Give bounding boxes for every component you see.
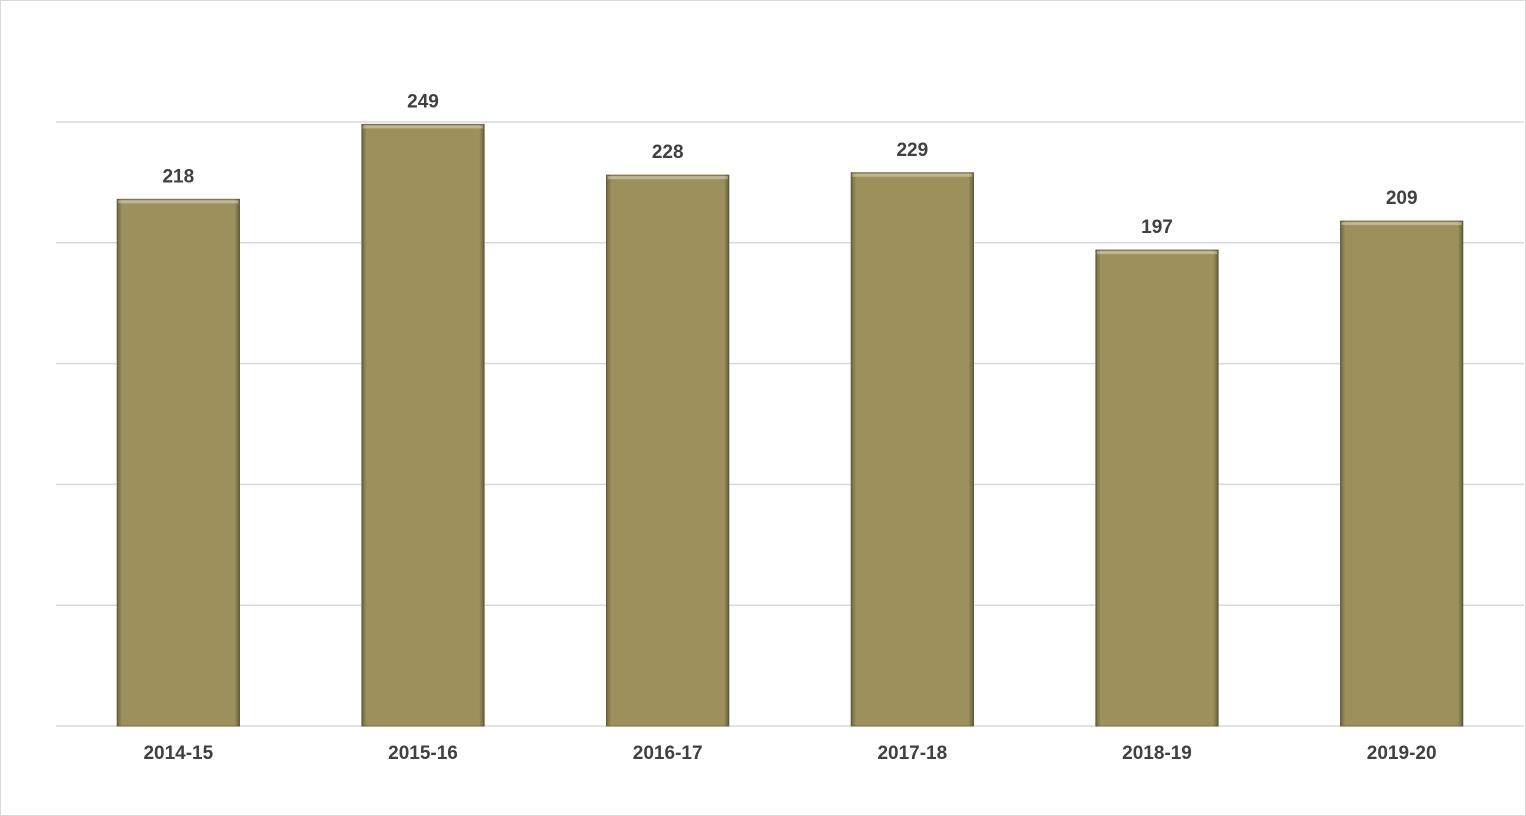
x-tick-label: 2016-17 (633, 743, 703, 764)
value-label: 229 (896, 140, 928, 161)
bar (850, 172, 975, 727)
bar (116, 198, 240, 727)
bar-top (1096, 251, 1218, 255)
value-label: 197 (1141, 217, 1173, 238)
bar (606, 174, 730, 727)
bar-top (1341, 222, 1462, 226)
x-tick-label: 2014-15 (143, 743, 213, 764)
value-label: 218 (162, 166, 194, 187)
bar-top (118, 200, 239, 204)
bar (361, 123, 485, 727)
value-label: 249 (407, 91, 439, 112)
bar-top (852, 173, 973, 177)
x-tick-label: 2015-16 (388, 743, 458, 764)
bar-top (607, 176, 728, 180)
bar-top (362, 125, 484, 129)
x-tick-label: 2017-18 (877, 743, 947, 764)
bar (1095, 249, 1219, 727)
x-tick-label: 2018-19 (1122, 743, 1192, 764)
bar (1340, 220, 1464, 727)
x-tick-label: 2019-20 (1367, 743, 1437, 764)
value-label: 209 (1386, 188, 1418, 209)
value-label: 228 (652, 142, 684, 163)
